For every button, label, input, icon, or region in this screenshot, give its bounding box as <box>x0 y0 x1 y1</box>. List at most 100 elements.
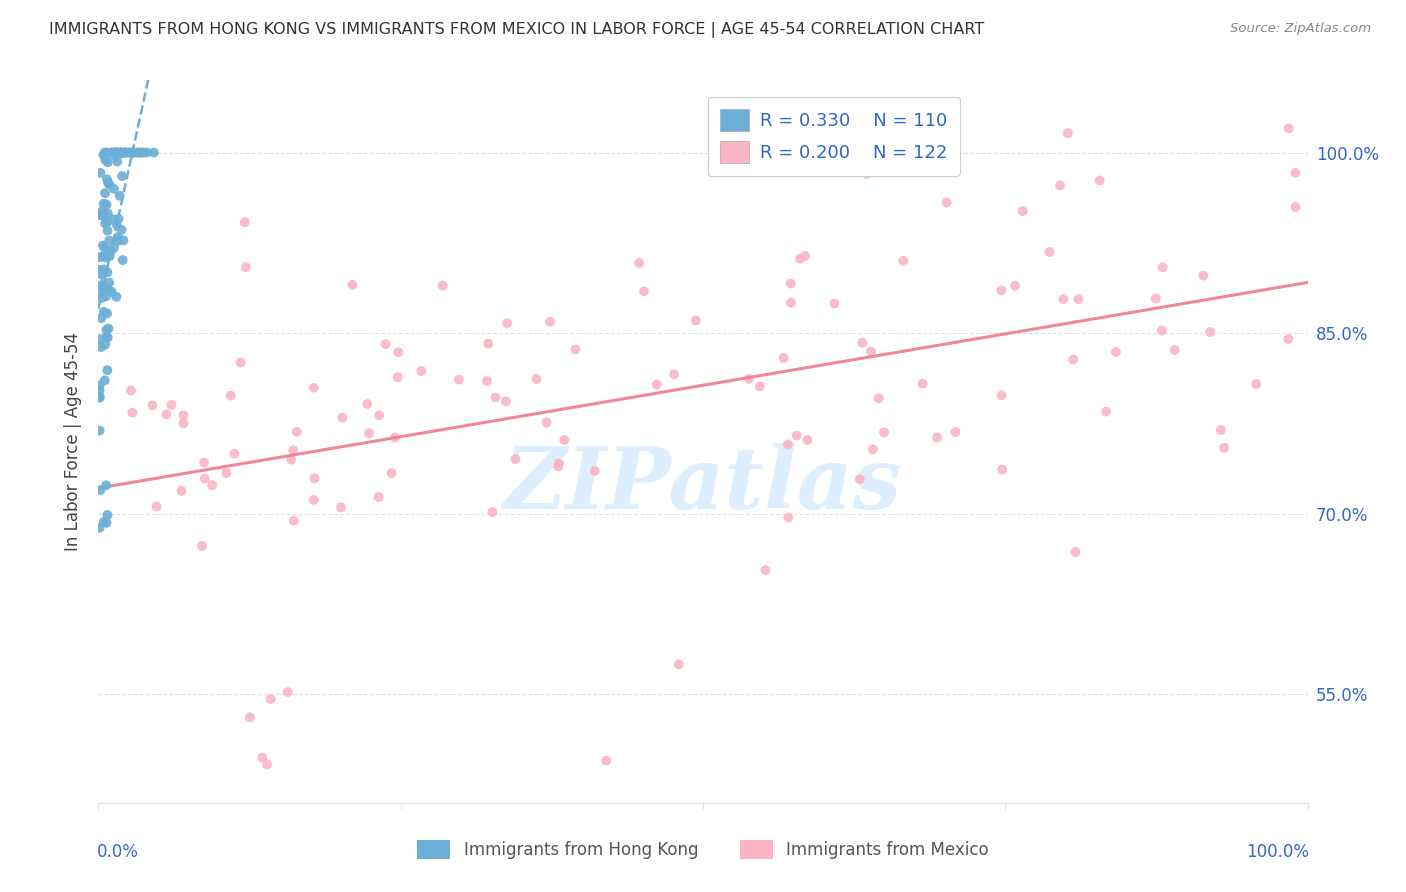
Point <box>90 340 112 354</box>
Point <box>97 206 120 220</box>
Point <box>259 692 281 706</box>
Point <box>94 289 117 303</box>
Point <box>104 145 127 160</box>
Point <box>114 145 136 160</box>
Point <box>235 260 257 274</box>
Text: IMMIGRANTS FROM HONG KONG VS IMMIGRANTS FROM MEXICO IN LABOR FORCE | AGE 45-54 C: IMMIGRANTS FROM HONG KONG VS IMMIGRANTS … <box>49 22 984 38</box>
Point <box>252 750 274 764</box>
Point <box>97 330 120 344</box>
Point <box>105 218 128 232</box>
Point <box>748 379 770 393</box>
Point <box>1163 343 1185 357</box>
Point <box>1209 423 1232 437</box>
Point <box>89 378 111 392</box>
Point <box>776 437 799 451</box>
Point <box>89 208 111 222</box>
Point <box>475 374 498 388</box>
Point <box>89 383 111 397</box>
Point <box>96 251 118 265</box>
Point <box>172 417 194 431</box>
Point <box>778 510 800 524</box>
Point <box>884 151 907 165</box>
Point <box>104 145 127 160</box>
Point <box>224 447 246 461</box>
Point <box>495 394 517 409</box>
Point <box>98 276 121 290</box>
Point <box>122 145 145 160</box>
Point <box>304 471 326 485</box>
Point <box>1213 441 1236 455</box>
Point <box>89 263 111 277</box>
Point <box>1052 292 1074 306</box>
Point <box>285 425 308 439</box>
Point <box>97 155 120 169</box>
Point <box>94 217 117 231</box>
Legend: R = 0.330    N = 110, R = 0.200    N = 122: R = 0.330 N = 110, R = 0.200 N = 122 <box>707 96 960 176</box>
Point <box>481 505 503 519</box>
Point <box>103 241 125 255</box>
Point <box>94 186 117 201</box>
Point <box>121 145 143 160</box>
Point <box>105 154 128 169</box>
Point <box>96 330 118 344</box>
Point <box>93 209 115 223</box>
Point <box>368 409 391 423</box>
Point <box>779 277 801 291</box>
Point <box>107 234 129 248</box>
Point <box>280 452 302 467</box>
Point <box>108 189 131 203</box>
Point <box>1004 278 1026 293</box>
Point <box>1284 200 1306 214</box>
Text: Source: ZipAtlas.com: Source: ZipAtlas.com <box>1230 22 1371 36</box>
Point <box>256 757 278 772</box>
Point <box>505 452 527 467</box>
Point <box>93 148 115 162</box>
Point <box>547 459 569 474</box>
Point <box>89 391 111 405</box>
Point <box>103 145 125 160</box>
Point <box>191 539 214 553</box>
Point <box>991 462 1014 476</box>
Point <box>105 145 128 160</box>
Point <box>780 295 803 310</box>
Point <box>98 247 121 261</box>
Point <box>96 197 118 211</box>
Point <box>411 364 433 378</box>
Point <box>1049 178 1071 193</box>
Point <box>100 145 122 160</box>
Point <box>110 223 132 237</box>
Point <box>107 211 129 226</box>
Point <box>89 166 111 180</box>
Point <box>823 296 845 310</box>
Point <box>927 430 949 444</box>
Point <box>93 196 115 211</box>
Point <box>98 244 121 258</box>
Point <box>536 416 558 430</box>
Point <box>110 145 132 160</box>
Point <box>911 376 934 391</box>
Point <box>96 215 118 229</box>
Point <box>89 521 111 535</box>
Point <box>786 428 808 442</box>
Point <box>97 176 120 190</box>
Point <box>219 389 242 403</box>
Point <box>93 305 115 319</box>
Point <box>873 425 896 440</box>
Point <box>685 313 707 327</box>
Point <box>97 283 120 297</box>
Point <box>108 145 131 160</box>
Point <box>93 241 115 255</box>
Point <box>754 563 776 577</box>
Point <box>239 710 262 724</box>
Point <box>772 351 794 365</box>
Point <box>583 464 606 478</box>
Text: 100.0%: 100.0% <box>1246 843 1309 861</box>
Point <box>96 265 118 279</box>
Point <box>90 291 112 305</box>
Point <box>131 145 153 160</box>
Point <box>1284 166 1306 180</box>
Point <box>1062 352 1084 367</box>
Point <box>89 250 111 264</box>
Point <box>1056 126 1078 140</box>
Point <box>111 253 134 268</box>
